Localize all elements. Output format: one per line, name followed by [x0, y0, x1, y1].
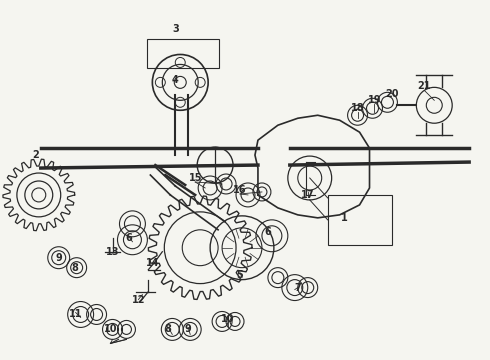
Text: 3: 3 — [172, 24, 179, 33]
Text: 7: 7 — [294, 283, 301, 293]
Text: 9: 9 — [185, 324, 192, 334]
Text: 18: 18 — [351, 103, 365, 113]
Text: 19: 19 — [368, 95, 381, 105]
Text: 1: 1 — [341, 213, 348, 223]
Text: 17: 17 — [301, 190, 315, 200]
Text: 21: 21 — [417, 81, 431, 91]
Text: 13: 13 — [106, 247, 119, 257]
Text: 20: 20 — [386, 89, 399, 99]
Text: 11: 11 — [69, 310, 82, 319]
Text: 5: 5 — [237, 270, 244, 280]
Text: 9: 9 — [55, 253, 62, 263]
Text: 8: 8 — [71, 263, 78, 273]
Text: 10: 10 — [221, 314, 235, 324]
Text: 15: 15 — [189, 173, 202, 183]
Bar — [147, 39, 219, 68]
Text: 10: 10 — [104, 324, 117, 334]
Bar — [328, 195, 392, 245]
Text: 14: 14 — [146, 258, 159, 268]
Text: 8: 8 — [165, 324, 172, 334]
Text: 6: 6 — [125, 233, 132, 243]
Text: 4: 4 — [172, 75, 179, 85]
Text: 16: 16 — [233, 185, 247, 195]
Text: 12: 12 — [132, 294, 145, 305]
Text: 6: 6 — [265, 227, 271, 237]
Text: 2: 2 — [32, 150, 39, 160]
